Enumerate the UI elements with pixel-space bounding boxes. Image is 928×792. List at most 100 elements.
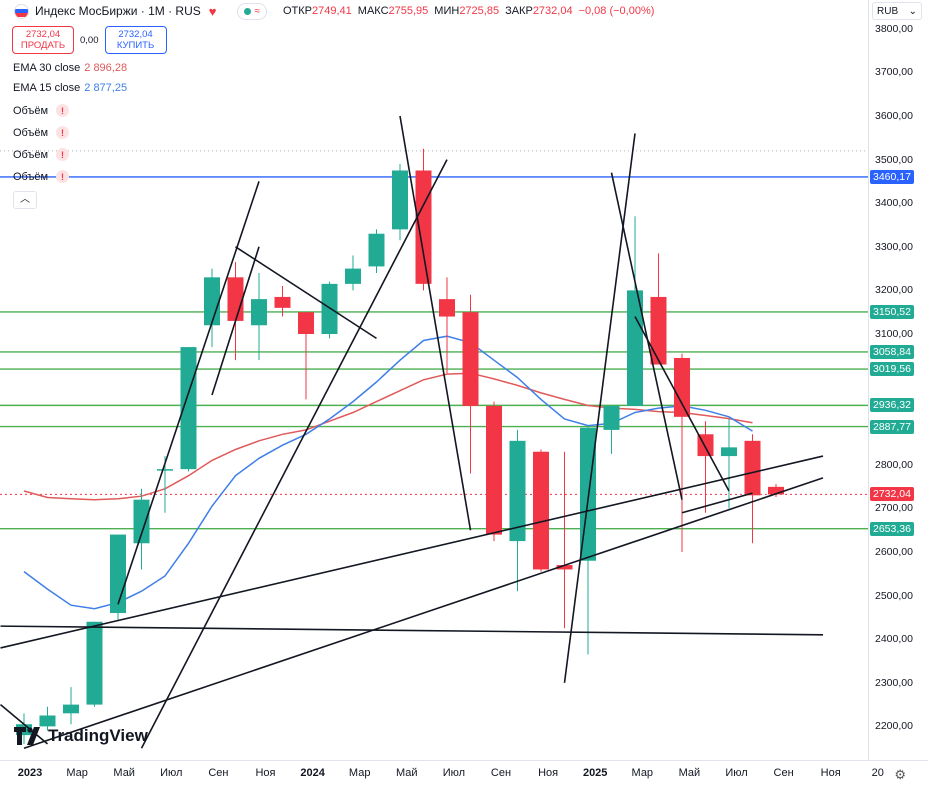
indicator-row[interactable]: EMA 30 close 2 896,28 bbox=[13, 62, 127, 74]
y-tick-label: 3600,00 bbox=[875, 110, 913, 122]
price-level-label: 2732,04 bbox=[870, 487, 914, 502]
y-tick-label: 3500,00 bbox=[875, 153, 913, 166]
sell-price: 2732,04 bbox=[25, 29, 61, 40]
candle-body bbox=[368, 233, 385, 267]
warning-icon[interactable]: ! bbox=[56, 148, 70, 161]
buy-price: 2732,04 bbox=[118, 29, 153, 40]
buy-button[interactable]: 2732,04 КУПИТЬ bbox=[104, 26, 167, 54]
trend-line bbox=[399, 115, 472, 531]
candle-body bbox=[321, 283, 338, 334]
candle-body bbox=[251, 299, 267, 326]
price-level-label: 3058,84 bbox=[870, 344, 914, 359]
ohlc-value: 2755,95 bbox=[388, 5, 429, 17]
candle-body bbox=[274, 296, 291, 308]
price-axis[interactable]: 3800,00 3700,00 3600,00 3500,00 3400,00 3300,… bbox=[868, 0, 928, 760]
ema15-line bbox=[23, 335, 753, 610]
x-tick-label: Май bbox=[678, 767, 701, 779]
price-chart[interactable] bbox=[0, 0, 868, 760]
price-level-label: 2887,77 bbox=[870, 419, 914, 434]
x-tick-label: Ноя bbox=[820, 767, 841, 779]
y-tick-label: 3300,00 bbox=[875, 240, 913, 253]
ohlc-key: ОТКР bbox=[283, 5, 313, 17]
candle-body bbox=[110, 534, 126, 614]
heart-icon[interactable]: ♥ bbox=[208, 3, 217, 19]
y-tick-label: 2300,00 bbox=[875, 676, 913, 689]
x-tick-label: 2024 bbox=[300, 767, 325, 779]
chevron-down-icon: ⌄ bbox=[908, 5, 917, 17]
warning-icon[interactable]: ! bbox=[56, 170, 70, 183]
x-tick-label: Сен bbox=[773, 767, 794, 779]
symbol-header: Индекс МосБиржи · 1M · RUS ♥ ≈ ОТКР2749,… bbox=[0, 0, 654, 22]
indicator-name: Объём bbox=[13, 126, 49, 139]
y-tick-label: 2500,00 bbox=[875, 589, 913, 602]
russia-flag-icon bbox=[14, 3, 29, 19]
indicator-name: Объём bbox=[13, 148, 49, 161]
wave-icon: ≈ bbox=[254, 5, 261, 17]
y-tick-label: 3800,00 bbox=[875, 22, 913, 35]
price-level-label: 3460,17 bbox=[870, 169, 914, 184]
trend-line bbox=[235, 246, 377, 340]
currency-label: RUB bbox=[877, 5, 899, 17]
y-tick-label: 3200,00 bbox=[875, 284, 913, 297]
y-tick-label: 3400,00 bbox=[875, 197, 913, 210]
trend-line bbox=[117, 181, 260, 605]
x-tick-label: Ноя bbox=[538, 767, 559, 779]
candle-body bbox=[768, 486, 784, 495]
indicator-row[interactable]: Объём! bbox=[13, 170, 70, 183]
indicator-value: 2 896,28 bbox=[84, 62, 128, 74]
candle-body bbox=[674, 357, 690, 417]
market-status-pill[interactable]: ≈ bbox=[236, 2, 267, 20]
time-axis[interactable]: ⚙ 2023 Мар Май Июл Сен Ноя 2024 Мар Май Июл Сен Ноя… bbox=[0, 760, 928, 792]
x-tick-label: Июл bbox=[160, 767, 183, 779]
indicator-row[interactable]: Объём! bbox=[13, 148, 70, 161]
x-tick-label: Мар bbox=[631, 767, 654, 779]
x-tick-label: Июл bbox=[442, 767, 466, 779]
trend-line bbox=[0, 703, 49, 745]
price-level-label: 2936,32 bbox=[870, 398, 914, 413]
indicator-row[interactable]: EMA 15 close 2 877,25 bbox=[13, 82, 127, 94]
x-tick-label: 2023 bbox=[17, 767, 43, 779]
x-tick-label: Май bbox=[396, 767, 418, 779]
y-tick-label: 2600,00 bbox=[875, 546, 913, 558]
gear-icon[interactable]: ⚙ bbox=[894, 767, 906, 782]
currency-select[interactable]: RUB ⌄ bbox=[872, 2, 922, 20]
price-level-label: 3019,56 bbox=[870, 362, 914, 377]
ohlc-value: 2749,41 bbox=[312, 5, 352, 17]
trend-line bbox=[211, 246, 260, 396]
indicator-name: EMA 15 close bbox=[13, 82, 81, 94]
ohlc-value: −0,08 (−0,00%) bbox=[578, 5, 655, 17]
warning-icon[interactable]: ! bbox=[56, 126, 70, 139]
sell-label: ПРОДАТЬ bbox=[20, 40, 66, 51]
trend-line bbox=[140, 159, 448, 749]
price-level-label: 3150,52 bbox=[870, 304, 914, 319]
warning-icon[interactable]: ! bbox=[56, 104, 70, 117]
buy-label: КУПИТЬ bbox=[116, 40, 155, 51]
spread-value: 0,00 bbox=[80, 34, 99, 46]
candle-body bbox=[721, 447, 737, 457]
symbol-title[interactable]: Индекс МосБиржи · 1M · RUS bbox=[35, 4, 201, 18]
candle-body bbox=[133, 499, 150, 544]
candle-body bbox=[39, 715, 56, 727]
indicator-name: Объём bbox=[13, 104, 49, 117]
candle-body bbox=[556, 565, 573, 570]
chevron-up-icon[interactable]: ︿ bbox=[13, 191, 37, 209]
y-tick-label: 2200,00 bbox=[875, 720, 913, 733]
ohlc-key: ЗАКР bbox=[505, 5, 533, 17]
candle-body bbox=[486, 405, 502, 535]
ohlc-value: 2732,04 bbox=[532, 5, 573, 17]
candle-body bbox=[86, 621, 103, 705]
tradingview-logo-icon bbox=[14, 727, 40, 745]
trend-line bbox=[0, 455, 824, 649]
y-tick-label: 2400,00 bbox=[875, 633, 913, 646]
x-tick-label: Май bbox=[113, 767, 135, 779]
y-tick-label: 2800,00 bbox=[875, 458, 913, 471]
trend-line bbox=[681, 492, 753, 514]
indicator-row[interactable]: Объём! bbox=[13, 104, 70, 117]
y-tick-label: 2700,00 bbox=[875, 502, 913, 515]
x-tick-label: 20 bbox=[871, 767, 884, 779]
indicator-row[interactable]: Объём! bbox=[13, 126, 70, 139]
x-tick-label: Мар bbox=[66, 767, 88, 779]
y-tick-label: 3100,00 bbox=[875, 328, 913, 340]
x-tick-label: 2025 bbox=[582, 767, 608, 779]
sell-button[interactable]: 2732,04 ПРОДАТЬ bbox=[12, 26, 74, 54]
